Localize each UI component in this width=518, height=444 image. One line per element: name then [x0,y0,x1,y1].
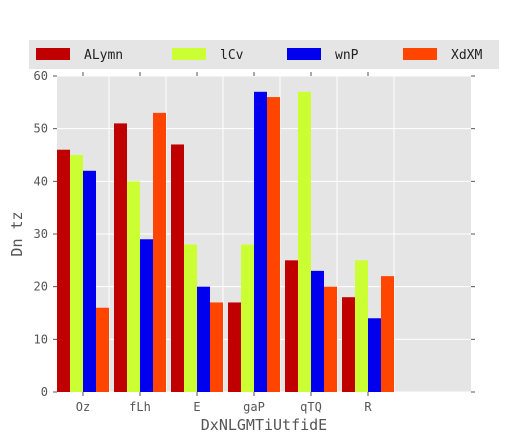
bar-lCv-Oz [70,155,83,392]
bar-ALymn-qTQ [285,260,298,392]
bar-lCv-E [184,244,197,392]
legend-label-lCv: lCv [220,48,244,63]
bar-wnP-qTQ [311,270,324,392]
bars [57,91,394,393]
bar-ALymn-fLh [114,123,127,393]
y-tick-label: 50 [34,122,48,136]
bar-XdXM-qTQ [324,286,337,392]
bar-lCv-gaP [241,244,254,392]
bar-wnP-fLh [140,239,153,392]
x-tick-label: Oz [76,400,90,414]
bar-lCv-qTQ [298,91,311,393]
x-axis-label: DxNLGMTiUtfidE [201,416,327,434]
bar-XdXM-R [381,276,394,392]
bar-XdXM-gaP [267,97,280,393]
y-tick-label: 10 [34,332,48,346]
bar-ALymn-E [171,144,184,392]
legend-swatch-wnP [287,48,321,60]
legend-label-wnP: wnP [335,48,359,63]
y-tick-label: 60 [34,69,48,83]
bar-lCv-R [355,260,368,392]
x-tick-label: R [364,400,372,414]
legend-swatch-ALymn [36,48,70,60]
y-tick-label: 0 [41,385,48,399]
bar-XdXM-Oz [96,307,109,392]
bar-ALymn-R [342,297,355,392]
y-axis-ticks: 0 10 20 30 40 50 60 [34,69,475,399]
y-tick-label: 30 [34,227,48,241]
x-tick-label: gaP [243,400,265,414]
legend-swatch-lCv [172,48,206,60]
bar-ALymn-Oz [57,149,70,392]
y-tick-label: 20 [34,280,48,294]
legend-swatch-XdXM [403,48,437,60]
legend-label-XdXM: XdXM [451,48,482,63]
bar-wnP-gaP [254,91,267,393]
bar-lCv-fLh [127,181,140,392]
x-tick-label: fLh [129,400,151,414]
x-tick-label: qTQ [300,400,322,414]
legend-label-ALymn: ALymn [84,48,123,63]
legend: ALymn lCv wnP XdXM [29,40,499,69]
y-tick-label: 40 [34,174,48,188]
bar-wnP-E [197,286,210,392]
bar-XdXM-E [210,302,223,392]
bar-wnP-Oz [83,170,96,392]
bar-wnP-R [368,318,381,392]
bar-XdXM-fLh [153,112,166,392]
x-tick-label: E [193,400,200,414]
bar-ALymn-gaP [228,302,241,392]
y-axis-label: Dn tz [8,211,26,256]
